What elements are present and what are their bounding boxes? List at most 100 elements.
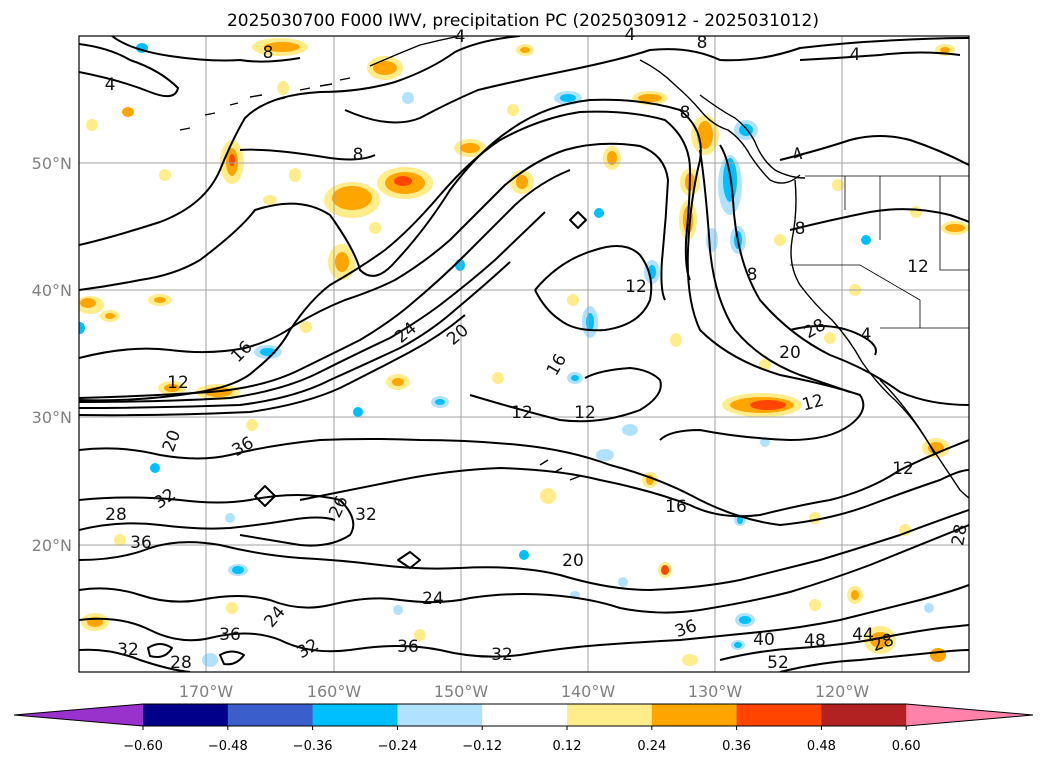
- contour-label: 12: [625, 277, 647, 297]
- contour-label: 8: [795, 219, 806, 239]
- iwv-contour-36-sw: [79, 648, 191, 672]
- iwv-contour-8: [79, 36, 521, 246]
- bc-coast: [699, 94, 806, 179]
- contour-label: 4: [850, 45, 861, 65]
- contour-label: 28: [948, 523, 971, 548]
- contour-label: 8: [697, 33, 708, 53]
- contour-label: 32: [117, 640, 139, 660]
- colorbar-extend-max: [906, 704, 1033, 726]
- map-panel: [79, 36, 969, 672]
- contour-label: 52: [767, 653, 789, 673]
- colorbar-tick-label: −0.60: [123, 739, 163, 754]
- iwv-contour-28-south: [79, 516, 336, 531]
- iwv-contour-12-west: [79, 110, 691, 402]
- iwv-contour-28-sw: [79, 524, 969, 614]
- colorbar: [13, 703, 1034, 727]
- precip-pc-shading: [79, 38, 969, 667]
- iwv-contour-32-south: [79, 509, 969, 591]
- lon-label-160w: 160°W: [307, 682, 362, 701]
- iwv-contour-40-se: [779, 649, 969, 672]
- iwv-contour-8b: [239, 148, 376, 161]
- plot-title: 2025030700 F000 IWV, precipitation PC (2…: [227, 11, 819, 31]
- contour-label: 8: [747, 265, 758, 285]
- colorbar-tick-label: −0.12: [462, 739, 502, 754]
- iwv-contour-east-8: [789, 208, 969, 231]
- contour-label: 28: [170, 653, 192, 673]
- lon-label-170w: 170°W: [179, 682, 234, 701]
- colorbar-tick-label: 0.60: [892, 739, 921, 754]
- iwv-contour-small-2: [397, 551, 421, 569]
- alaska-peninsula: [369, 36, 461, 67]
- contour-label: 32: [355, 505, 377, 525]
- iwv-contours: [79, 36, 969, 672]
- colorbar-bin: [482, 704, 568, 726]
- iwv-contour-20-south: [79, 438, 969, 526]
- contour-label: 12: [907, 257, 929, 277]
- colorbar-ticks: −0.60 −0.48 −0.36 −0.24 −0.12 0.12 0.24 0.36 0.4…: [123, 726, 921, 754]
- contour-label: 12: [892, 459, 914, 479]
- latitude-labels: 50°N 40°N 30°N 20°N: [32, 154, 72, 555]
- iwv-contour-outer: [79, 98, 865, 441]
- alaska-coast: [639, 59, 801, 184]
- iwv-contour-16-mid: [469, 367, 662, 423]
- colorbar-bin: [227, 704, 314, 726]
- iwv-contour-small-1: [254, 485, 276, 507]
- contour-label: 36: [130, 533, 152, 553]
- hawaii-islands: [539, 459, 581, 481]
- iwv-contour-24: [79, 211, 546, 403]
- iwv-contour-24-south: [79, 494, 355, 547]
- colorbar-bin: [821, 704, 907, 726]
- contour-label: 16: [665, 497, 687, 517]
- contour-label: 4: [455, 27, 466, 47]
- colorbar-bin: [143, 704, 229, 726]
- colorbar-bin: [567, 704, 653, 726]
- colorbar-bin: [312, 704, 398, 726]
- contour-label: 4: [105, 75, 116, 95]
- graticule: [79, 36, 969, 672]
- iwv-contour-32: [79, 314, 466, 417]
- lat-label-50n: 50°N: [32, 154, 72, 173]
- iwv-contour-32-sw: [79, 584, 969, 658]
- contour-label: 12: [167, 373, 189, 393]
- contour-label: 8: [353, 145, 364, 165]
- iwv-contour-4: [79, 43, 179, 98]
- baja-coast: [879, 379, 936, 456]
- iwv-contour-8c: [344, 37, 969, 124]
- colorbar-tick-label: 0.24: [637, 739, 666, 754]
- colorbar-extend-min: [14, 704, 143, 726]
- colorbar-tick-label: 0.12: [553, 739, 582, 754]
- contour-label: 4: [861, 325, 872, 345]
- colorbar-tick-label: 0.36: [722, 739, 751, 754]
- colorbar-bin: [397, 704, 483, 726]
- contour-label: 28: [105, 505, 127, 525]
- lon-label-150w: 150°W: [434, 682, 489, 701]
- state-line-3: [790, 264, 921, 328]
- contour-label: 4: [625, 25, 636, 45]
- lat-label-40n: 40°N: [32, 281, 72, 300]
- iwv-contour-28: [79, 261, 511, 409]
- contour-label: 24: [422, 589, 444, 609]
- colorbar-bin: [651, 704, 738, 726]
- colorbar-bin: [736, 704, 822, 726]
- iwv-contour-20: [79, 169, 571, 399]
- iwv-contour-small-5: [569, 211, 587, 229]
- colorbar-tick-label: −0.36: [293, 739, 333, 754]
- contour-label: 8: [263, 43, 274, 63]
- iwv-contour-16: [79, 142, 669, 359]
- longitude-labels: 170°W 160°W 150°W 140°W 130°W 120°W: [179, 682, 870, 701]
- state-line-4: [939, 176, 969, 271]
- us-west-coast: [790, 179, 969, 499]
- lat-label-20n: 20°N: [32, 536, 72, 555]
- iwv-contour-16-south: [299, 439, 969, 518]
- iwv-contour-north-8: [799, 51, 961, 61]
- iwv-contour-east-4: [779, 135, 969, 166]
- lon-label-120w: 120°W: [815, 682, 870, 701]
- contour-label: 32: [491, 645, 513, 665]
- coastlines: [179, 36, 969, 499]
- contour-label: 40: [753, 630, 775, 650]
- map-frame: [78, 35, 970, 673]
- iwv-contour-12-pacific: [534, 245, 653, 332]
- contour-label: 36: [397, 637, 419, 657]
- lat-label-30n: 30°N: [32, 408, 72, 427]
